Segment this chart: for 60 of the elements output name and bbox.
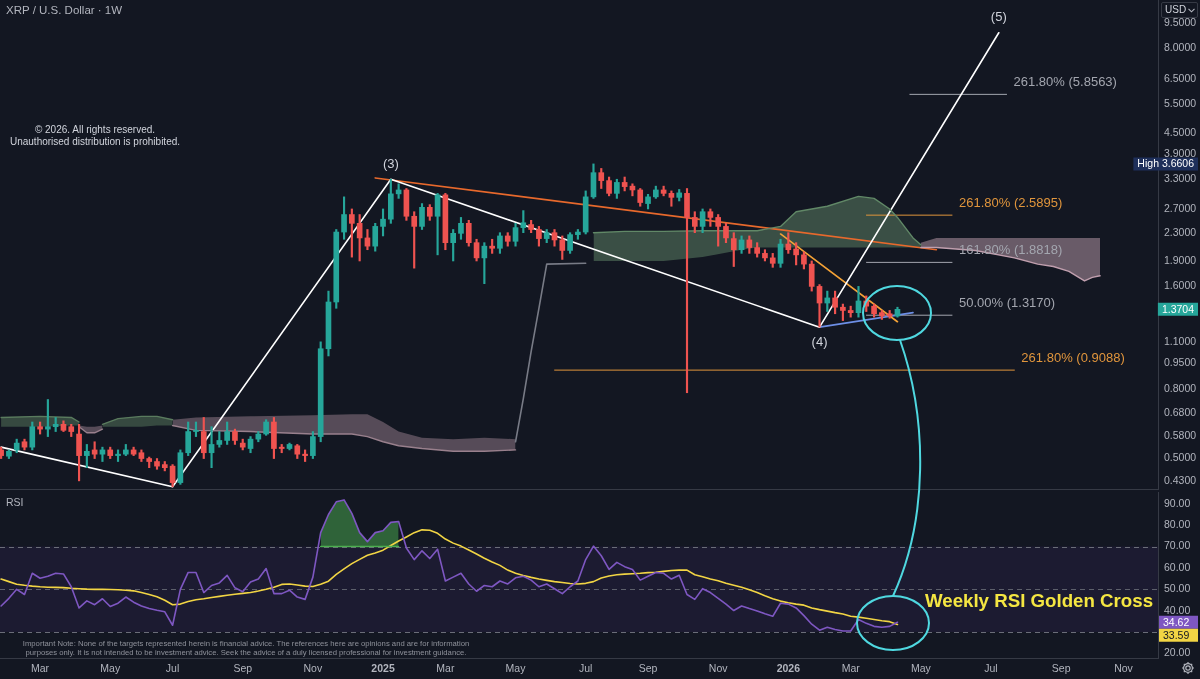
annotation: High 3.6606 bbox=[1137, 157, 1195, 170]
annotation: (3) bbox=[382, 155, 399, 171]
series-label: 261.80% (5.8563) bbox=[1013, 73, 1117, 89]
x-tick-label: Mar bbox=[436, 662, 455, 675]
y-tick-label: 50.00 bbox=[1164, 582, 1191, 595]
y-tick-label: 0.9500 bbox=[1164, 356, 1197, 369]
y-tick-label: 6.5000 bbox=[1164, 71, 1197, 84]
y-tick-label: 3.9000 bbox=[1164, 147, 1197, 160]
y-tick-label: 20.00 bbox=[1164, 646, 1191, 659]
y-tick-label: 0.6800 bbox=[1164, 405, 1197, 418]
text: 1.3704 bbox=[1161, 302, 1195, 315]
x-tick-label: Nov bbox=[303, 662, 323, 675]
series-label: 50.00% (1.3170) bbox=[959, 294, 1056, 310]
series-label: 261.80% (0.9088) bbox=[1021, 349, 1125, 365]
x-tick-label: May bbox=[910, 662, 932, 675]
x-tick-label: Nov bbox=[1114, 662, 1134, 675]
x-tick-label: Mar bbox=[841, 662, 861, 675]
annotation: (5) bbox=[990, 9, 1007, 25]
x-tick-label: May bbox=[100, 662, 121, 675]
y-tick-label: 1.1000 bbox=[1164, 334, 1197, 347]
x-tick-label: Jul bbox=[984, 662, 998, 675]
y-tick-label: 0.5000 bbox=[1164, 451, 1197, 464]
y-tick-label: 3.3000 bbox=[1164, 172, 1197, 185]
y-tick-label: 2.7000 bbox=[1164, 201, 1197, 214]
y-tick-label: 70.00 bbox=[1164, 539, 1191, 552]
y-tick-label: 1.9000 bbox=[1164, 253, 1197, 266]
annotation: © 2026. All rights reserved. bbox=[34, 123, 156, 135]
series-label: 161.80% (1.8818) bbox=[959, 241, 1063, 257]
x-tick-label: Nov bbox=[708, 662, 729, 675]
x-tick-label: Sep bbox=[233, 662, 253, 675]
annotation: Unauthorised distribution is prohibited. bbox=[9, 135, 181, 147]
y-tick-label: 1.6000 bbox=[1164, 279, 1197, 292]
y-tick-label: 0.4300 bbox=[1164, 473, 1197, 486]
y-tick-label: 2.3000 bbox=[1164, 225, 1197, 238]
y-tick-label: 90.00 bbox=[1164, 496, 1191, 509]
x-tick-label: May bbox=[505, 662, 527, 675]
y-tick-label: 0.8000 bbox=[1164, 381, 1197, 394]
x-tick-label: Jul bbox=[578, 662, 593, 675]
y-tick-label: 4.5000 bbox=[1164, 126, 1197, 139]
text: RSI bbox=[6, 495, 24, 508]
x-tick-label: Mar bbox=[31, 662, 50, 675]
x-tick-label: 2026 bbox=[776, 662, 801, 675]
annotation: (4) bbox=[811, 333, 828, 349]
y-tick-label: 0.5800 bbox=[1164, 429, 1197, 442]
y-tick-label: 9.5000 bbox=[1164, 15, 1197, 28]
annotation: Weekly RSI Golden Cross bbox=[924, 590, 1154, 612]
y-tick-label: 80.00 bbox=[1164, 518, 1191, 531]
x-tick-label: Sep bbox=[638, 662, 658, 675]
text: 34.62 bbox=[1163, 615, 1190, 628]
x-tick-label: Jul bbox=[165, 662, 180, 675]
x-tick-label: 2025 bbox=[371, 662, 395, 675]
text: 33.59 bbox=[1163, 628, 1190, 641]
y-tick-label: 60.00 bbox=[1164, 560, 1191, 573]
y-tick-label: 40.00 bbox=[1164, 603, 1191, 616]
x-tick-label: Sep bbox=[1051, 662, 1071, 675]
y-tick-label: 8.0000 bbox=[1164, 41, 1197, 54]
y-axis-title: USD bbox=[1165, 4, 1187, 15]
y-tick-label: 5.5000 bbox=[1164, 96, 1197, 109]
chart-title: XRP / U.S. Dollar · 1W bbox=[6, 4, 123, 17]
series-label: 261.80% (2.5895) bbox=[959, 194, 1063, 210]
